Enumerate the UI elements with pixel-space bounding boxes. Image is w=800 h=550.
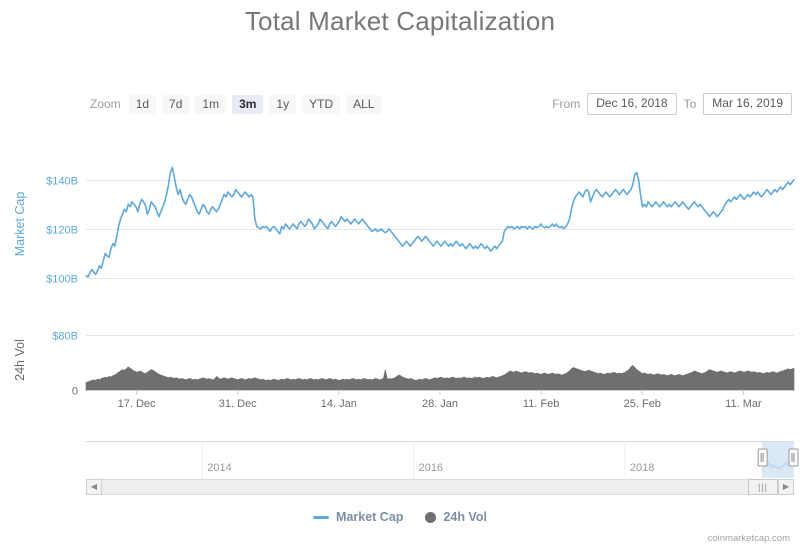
- navigator-handle-left[interactable]: [757, 448, 768, 467]
- navigator-handle-right[interactable]: [788, 448, 799, 467]
- zoom-label: Zoom: [90, 97, 121, 111]
- market-cap-line-series: [85, 166, 795, 278]
- xtick-label: 14. Jan: [321, 398, 357, 410]
- zoom-button-7d[interactable]: 7d: [162, 94, 190, 114]
- legend-dot-marker-icon: [425, 511, 437, 523]
- legend-label-market-cap: Market Cap: [336, 510, 404, 524]
- chart-legend: Market Cap 24h Vol: [0, 510, 800, 524]
- xtick-label: 17. Dec: [118, 398, 156, 410]
- from-label: From: [552, 97, 581, 111]
- from-date-input[interactable]: Dec 16, 2018: [587, 93, 677, 115]
- triangle-right-icon[interactable]: ▶: [778, 479, 794, 495]
- zoom-button-1d[interactable]: 1d: [128, 94, 157, 114]
- xtick-label: 11. Mar: [725, 398, 762, 410]
- zoom-button-1m[interactable]: 1m: [195, 94, 227, 114]
- navigator-xtick-label: 2018: [630, 462, 654, 474]
- ytick-label-volume: $80B: [52, 331, 78, 343]
- xtick-label: 31. Dec: [219, 398, 257, 410]
- xtick-label: 25. Feb: [624, 398, 661, 410]
- navigator-scrollbar[interactable]: ◀ ||| ▶: [86, 479, 794, 495]
- yaxis-title-market-cap: Market Cap: [13, 192, 27, 257]
- ytick-label-market-cap: $120B: [46, 225, 78, 237]
- yaxis-title-volume: 24h Vol: [13, 339, 27, 381]
- zoom-button-all[interactable]: ALL: [346, 94, 382, 114]
- scrollbar-thumb[interactable]: |||: [748, 479, 778, 495]
- ytick-label-volume: 0: [72, 386, 78, 398]
- xtick-label: 11. Feb: [523, 398, 560, 410]
- legend-line-marker-icon: [313, 515, 330, 519]
- page-title: Total Market Capitalization: [244, 6, 556, 36]
- zoom-button-1y[interactable]: 1y: [269, 94, 297, 114]
- xtick-label: 28. Jan: [422, 398, 458, 410]
- navigator-xtick-label: 2016: [419, 462, 443, 474]
- range-selector: Zoom 1d 7d 1m 3m 1y YTD ALL From Dec 16,…: [0, 92, 800, 116]
- credits-link[interactable]: coinmarketcap.com: [707, 533, 790, 544]
- triangle-left-icon[interactable]: ◀: [86, 479, 102, 495]
- navigator-selection-window[interactable]: [762, 441, 794, 478]
- zoom-button-group: Zoom 1d 7d 1m 3m 1y YTD ALL: [90, 92, 382, 116]
- legend-item-24h-vol[interactable]: 24h Vol: [425, 510, 487, 524]
- zoom-button-ytd[interactable]: YTD: [302, 94, 341, 114]
- legend-item-market-cap[interactable]: Market Cap: [313, 510, 403, 524]
- ytick-label-market-cap: $100B: [46, 274, 78, 286]
- scrollbar-track[interactable]: [86, 479, 794, 495]
- navigator-xtick-label: 2014: [207, 462, 231, 474]
- zoom-button-3m[interactable]: 3m: [232, 94, 264, 114]
- navigator-series-line: [761, 460, 795, 473]
- ytick-label-market-cap: $140B: [46, 176, 78, 188]
- to-date-input[interactable]: Mar 16, 2019: [703, 93, 792, 115]
- to-label: To: [683, 97, 697, 111]
- volume-area-series: [85, 365, 795, 391]
- legend-label-24h-vol: 24h Vol: [443, 510, 487, 524]
- date-range-group: From Dec 16, 2018 To Mar 16, 2019: [552, 92, 792, 116]
